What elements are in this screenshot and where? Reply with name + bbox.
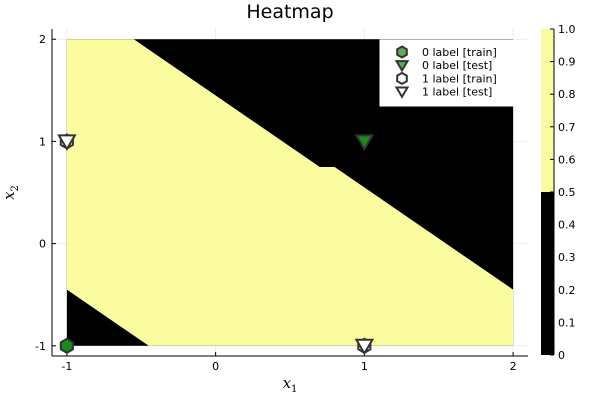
legend-label: 1 label [train] <box>422 72 497 85</box>
x-tick-label: 2 <box>510 360 517 373</box>
data-point <box>57 134 77 151</box>
colorbar-tick-label: 0.4 <box>558 219 576 232</box>
colorbar-tick-label: 0.3 <box>558 251 576 264</box>
series-3 <box>57 134 375 356</box>
colorbar-tick-label: 0.9 <box>558 56 576 69</box>
chart-title: Heatmap <box>246 1 333 23</box>
legend-label: 0 label [test] <box>422 59 492 72</box>
data-point <box>59 337 74 354</box>
colorbar-tick-label: 1.0 <box>558 23 576 36</box>
colorbar-tick-label: 0.1 <box>558 316 576 329</box>
legend-marker <box>396 45 408 59</box>
colorbar-tick-label: 0.7 <box>558 121 576 134</box>
colorbar-tick-label: 0 <box>558 349 565 362</box>
data-point <box>354 338 375 356</box>
y-axis-label-subscript: 2 <box>10 185 21 191</box>
series-0 <box>59 337 74 354</box>
colorbar-tick-label: 0.2 <box>558 284 576 297</box>
colorbar-tick-label: 0.8 <box>558 88 576 101</box>
data-point <box>354 134 375 151</box>
legend-marker <box>394 86 410 99</box>
y-tick-label: 0 <box>39 238 46 251</box>
x-tick-label: 1 <box>361 360 368 373</box>
colorbar: 0 0.1 0.2 0.3 0.4 0.5 0.6 0.7 0.8 0.9 1.0 <box>541 23 576 362</box>
x-axis-label-subscript: 1 <box>291 384 297 395</box>
legend: 0 label [train]0 label [test]1 label [tr… <box>379 39 515 107</box>
x-axis-label: x1 <box>283 374 298 395</box>
colorbar-tick-label: 0.5 <box>558 186 576 199</box>
legend-label: 0 label [train] <box>422 46 497 59</box>
legend-marker <box>394 60 410 73</box>
y-tick-label: 1 <box>39 135 46 148</box>
x-tick-label: 0 <box>212 360 219 373</box>
colorbar-segment <box>541 29 554 192</box>
series-1 <box>354 134 375 151</box>
colorbar-segment <box>541 192 554 355</box>
colorbar-tick-label: 0.6 <box>558 153 576 166</box>
y-tick-label: 2 <box>39 33 46 46</box>
y-tick-label: -1 <box>35 340 46 353</box>
y-axis-label: x2 <box>0 185 21 200</box>
legend-marker <box>396 71 408 86</box>
heatmap-region-high <box>66 39 514 346</box>
x-tick-label: -1 <box>61 360 72 373</box>
legend-label: 1 label [test] <box>422 86 492 99</box>
